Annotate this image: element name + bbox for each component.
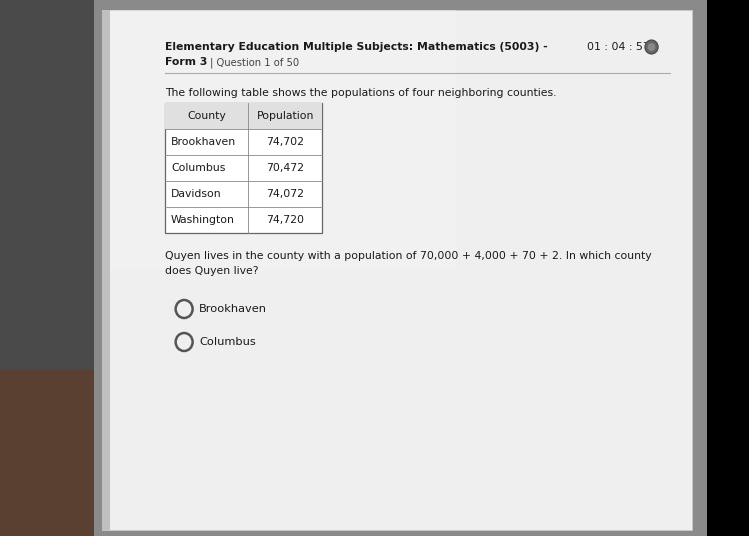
FancyBboxPatch shape [102, 10, 109, 530]
Text: 74,720: 74,720 [266, 215, 304, 225]
Text: 74,702: 74,702 [266, 137, 304, 147]
Text: Form 3: Form 3 [166, 57, 207, 67]
FancyBboxPatch shape [102, 10, 692, 530]
Circle shape [645, 40, 658, 54]
Text: Quyen lives in the county with a population of 70,000 + 4,000 + 70 + 2. In which: Quyen lives in the county with a populat… [166, 251, 652, 276]
Text: Davidson: Davidson [171, 189, 222, 199]
Text: 74,072: 74,072 [266, 189, 304, 199]
Text: Brookhaven: Brookhaven [171, 137, 236, 147]
Text: Population: Population [256, 111, 314, 121]
Text: Columbus: Columbus [199, 337, 256, 347]
FancyBboxPatch shape [102, 10, 456, 270]
Text: Elementary Education Multiple Subjects: Mathematics (5003) -: Elementary Education Multiple Subjects: … [166, 42, 548, 52]
FancyBboxPatch shape [166, 103, 322, 129]
Circle shape [648, 43, 655, 51]
FancyBboxPatch shape [0, 0, 113, 536]
Text: Columbus: Columbus [171, 163, 225, 173]
FancyBboxPatch shape [166, 103, 322, 233]
Text: County: County [187, 111, 226, 121]
Text: 01 : 04 : 57: 01 : 04 : 57 [587, 42, 650, 52]
FancyBboxPatch shape [0, 370, 123, 536]
FancyBboxPatch shape [94, 0, 707, 536]
Text: | Question 1 of 50: | Question 1 of 50 [210, 57, 299, 68]
Text: The following table shows the populations of four neighboring counties.: The following table shows the population… [166, 88, 557, 98]
Text: Brookhaven: Brookhaven [199, 304, 267, 314]
Text: Washington: Washington [171, 215, 234, 225]
Text: 70,472: 70,472 [266, 163, 304, 173]
